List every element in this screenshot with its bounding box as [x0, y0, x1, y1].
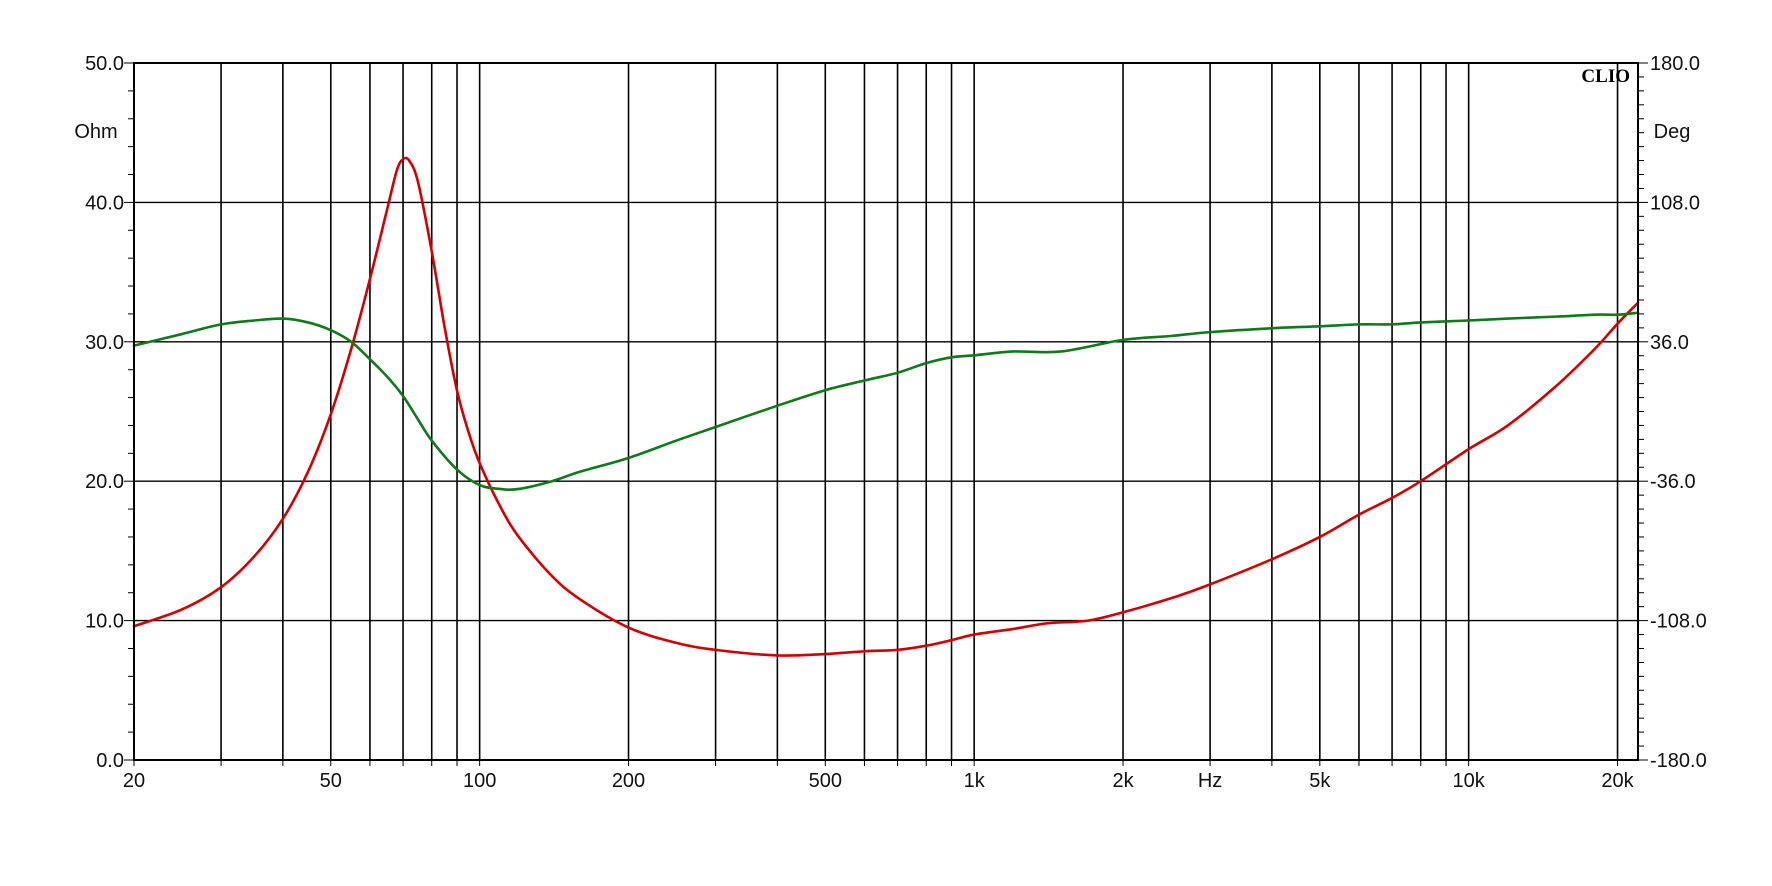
x-tick-label: 20k [1601, 770, 1634, 792]
x-tick-label: 50 [320, 770, 342, 792]
y-right-tick-label: 180.0 [1650, 53, 1700, 75]
brand-label: CLIO [1581, 66, 1630, 87]
x-tick-label: 500 [809, 770, 842, 792]
x-axis-unit-label: Hz [1198, 770, 1222, 792]
x-tick-label: 200 [612, 770, 645, 792]
x-tick-label: 100 [463, 770, 496, 792]
x-tick-label: 10k [1453, 770, 1486, 792]
y-left-tick-label: 40.0 [85, 192, 124, 214]
y-left-tick-label: 20.0 [85, 471, 124, 493]
x-tick-label: 5k [1309, 770, 1331, 792]
phase-curve [132, 311, 1640, 491]
y-right-tick-label: -180.0 [1650, 750, 1707, 772]
y-right-tick-label: -108.0 [1650, 611, 1707, 633]
y-right-tick-label: 36.0 [1650, 332, 1689, 354]
x-tick-label: 2k [1112, 770, 1134, 792]
y-right-axis-label: Deg [1654, 121, 1691, 143]
y-left-axis-label: Ohm [74, 121, 117, 143]
y-right-tick-label: -36.0 [1650, 471, 1696, 493]
x-tick-label: 1k [964, 770, 986, 792]
y-right-tick-label: 108.0 [1650, 192, 1700, 214]
y-left-tick-label: 10.0 [85, 611, 124, 633]
impedance-curve [132, 156, 1640, 657]
series-layer [132, 156, 1640, 657]
axes: 0.0 10.0 20.0 30.0 40.0 50.0 -180.0 -108.0 -36.0… [85, 53, 1707, 792]
x-tick-label: 20 [123, 770, 145, 792]
y-left-tick-label: 50.0 [85, 53, 124, 75]
y-left-tick-label: 30.0 [85, 332, 124, 354]
y-left-tick-label: 0.0 [96, 750, 124, 772]
